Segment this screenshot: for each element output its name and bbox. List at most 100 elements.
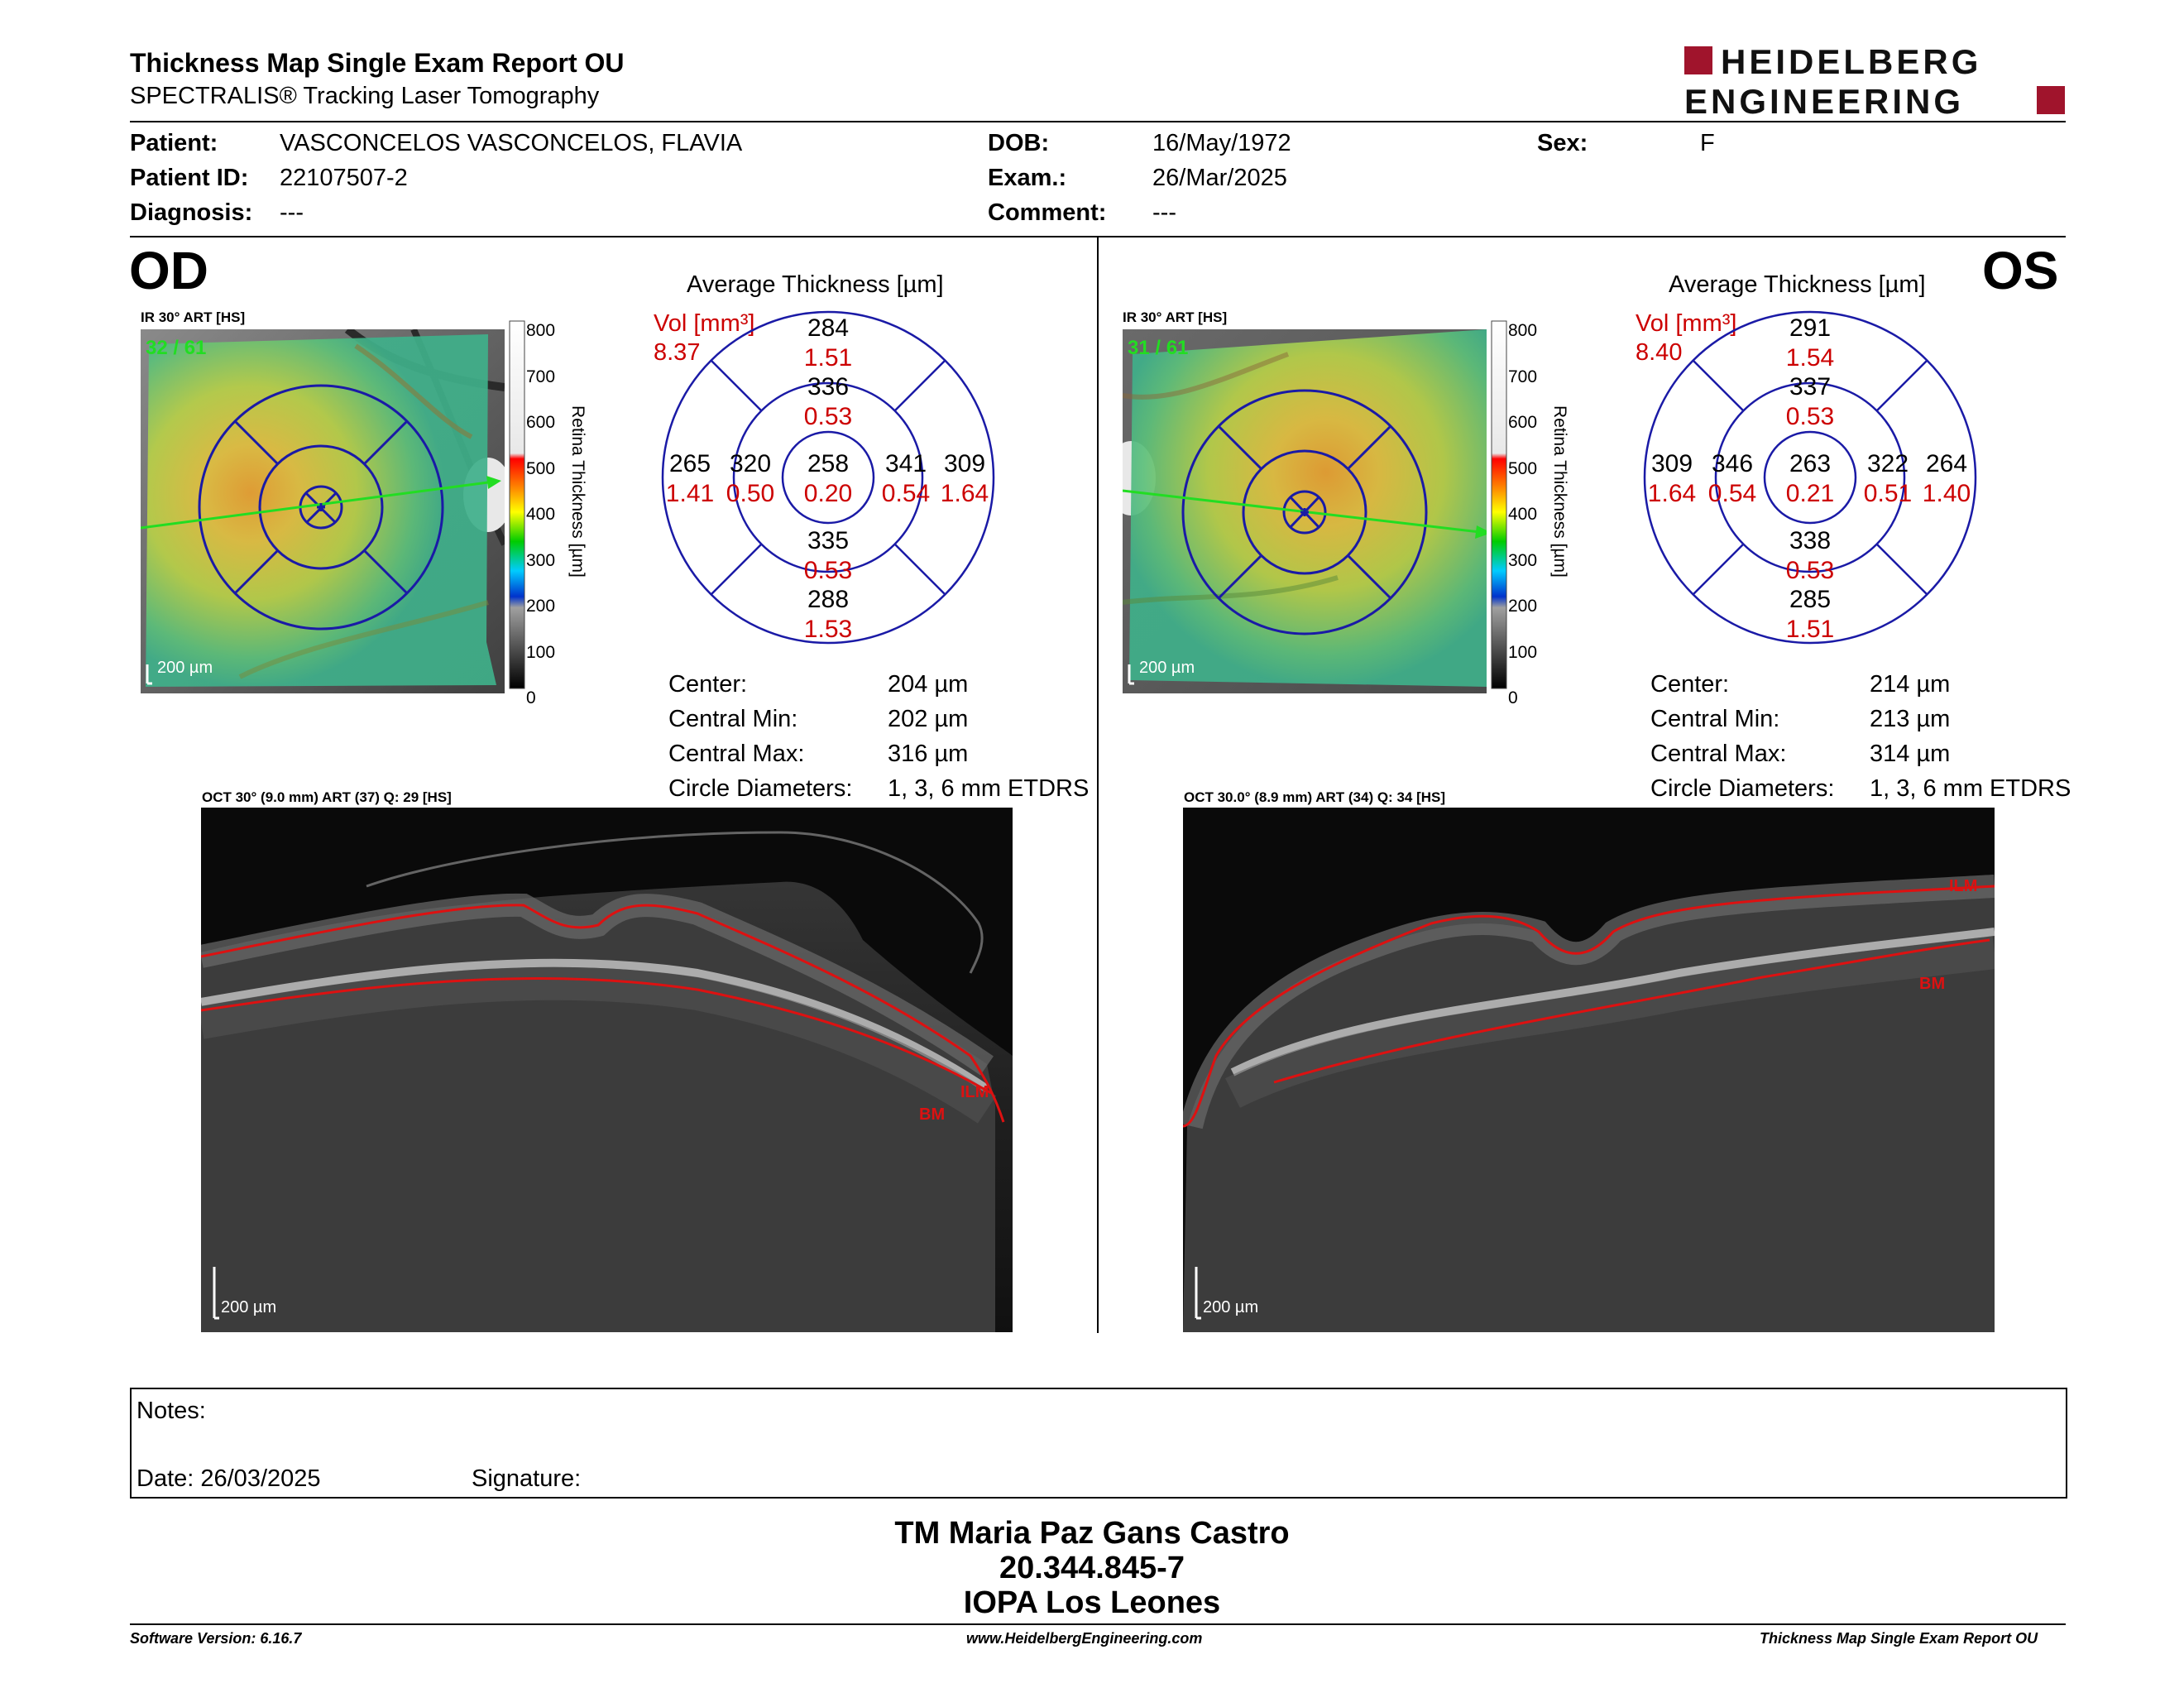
diagnosis-label: Diagnosis: bbox=[130, 199, 253, 226]
colorbar-tick: 0 bbox=[526, 688, 536, 707]
os-min-label: Central Min: bbox=[1650, 706, 1780, 732]
od-frame-counter: 32 / 61 bbox=[146, 337, 206, 359]
od-scale-label: 200 µm bbox=[157, 659, 213, 677]
divider bbox=[130, 236, 2066, 237]
os-oct-bscan: ILM BM 200 µm bbox=[1180, 808, 1997, 1332]
os-center-label: Center: bbox=[1650, 671, 1730, 698]
signatory-rut: 20.344.845-7 bbox=[999, 1551, 1185, 1585]
os-sector-outer-left: 309 1.64 bbox=[1647, 450, 1697, 507]
logo-line2: ENGINEERING bbox=[1684, 82, 1964, 117]
patient-id: 22107507-2 bbox=[280, 165, 408, 191]
patient-label: Patient: bbox=[130, 130, 218, 156]
footer-report-title: Thickness Map Single Exam Report OU bbox=[1760, 1630, 2038, 1647]
od-max-label: Central Max: bbox=[668, 741, 805, 767]
od-diam-label: Circle Diameters: bbox=[668, 775, 853, 802]
od-sector-outer-superior: 284 1.51 bbox=[803, 314, 853, 372]
od-stats-values: 204 µm 202 µm 316 µm 1, 3, 6 mm ETDRS bbox=[888, 667, 1089, 806]
od-vol-label: Vol [mm³] bbox=[654, 310, 755, 337]
colorbar-label: Retina Thickness [µm] bbox=[1550, 405, 1569, 578]
patient-id-label: Patient ID: bbox=[130, 165, 249, 191]
od-oct-scale: 200 µm bbox=[221, 1298, 276, 1316]
os-frame-counter: 31 / 61 bbox=[1128, 337, 1188, 359]
od-sector-outer-right: 309 1.64 bbox=[940, 450, 989, 507]
od-thickness-map: 32 / 61 200 µm bbox=[140, 326, 513, 693]
od-center-value: 204 µm bbox=[888, 671, 969, 698]
od-colorbar bbox=[508, 318, 599, 698]
od-stats-labels: Center: Central Min: Central Max: Circle… bbox=[668, 667, 852, 806]
eye-label-od: OD bbox=[129, 241, 208, 300]
website-link[interactable]: www.HeidelbergEngineering.com bbox=[966, 1630, 1203, 1647]
os-max-value: 314 µm bbox=[1870, 741, 1951, 767]
divider bbox=[130, 121, 2066, 122]
os-sector-outer-superior: 291 1.54 bbox=[1785, 314, 1835, 372]
os-sector-inner-inferior: 338 0.53 bbox=[1785, 527, 1835, 584]
colorbar-tick: 500 bbox=[1508, 458, 1538, 478]
od-min-value: 202 µm bbox=[888, 706, 969, 732]
report-subtitle: SPECTRALIS® Tracking Laser Tomography bbox=[130, 83, 600, 109]
od-oct-bscan: ILM BM 200 µm bbox=[198, 808, 1013, 1332]
exam-label: Exam.: bbox=[988, 165, 1067, 191]
patient-name: VASCONCELOS VASCONCELOS, FLAVIA bbox=[280, 130, 743, 156]
os-oct-label: OCT 30.0° (8.9 mm) ART (34) Q: 34 [HS] bbox=[1184, 789, 1446, 805]
os-max-label: Central Max: bbox=[1650, 741, 1787, 767]
colorbar-tick: 600 bbox=[526, 413, 556, 432]
od-bm-label: BM bbox=[919, 1105, 945, 1124]
os-average-title: Average Thickness [µm] bbox=[1669, 271, 1926, 298]
colorbar-tick: 400 bbox=[1508, 505, 1538, 524]
exam-value: 26/Mar/2025 bbox=[1152, 165, 1287, 191]
sex-value: F bbox=[1700, 130, 1715, 156]
os-sector-inner-left: 346 0.54 bbox=[1707, 450, 1757, 507]
logo-line1: HEIDELBERG bbox=[1721, 43, 1981, 81]
os-fundus-label: IR 30° ART [HS] bbox=[1123, 309, 1228, 325]
dob-value: 16/May/1972 bbox=[1152, 130, 1291, 156]
os-sector-outer-inferior: 285 1.51 bbox=[1785, 586, 1835, 643]
os-ilm-label: ILM bbox=[1949, 877, 1977, 895]
signatory-name: TM Maria Paz Gans Castro bbox=[894, 1516, 1290, 1551]
od-sector-center: 258 0.20 bbox=[803, 450, 853, 507]
os-colorbar bbox=[1490, 318, 1581, 698]
signatory-block: TM Maria Paz Gans Castro 20.344.845-7 IO… bbox=[761, 1516, 1423, 1620]
colorbar-tick: 800 bbox=[526, 321, 556, 340]
os-sector-center: 263 0.21 bbox=[1785, 450, 1835, 507]
signatory-institution: IOPA Los Leones bbox=[963, 1585, 1221, 1620]
od-fundus-label: IR 30° ART [HS] bbox=[141, 309, 246, 325]
software-version: Software Version: 6.16.7 bbox=[130, 1630, 302, 1647]
colorbar-tick: 300 bbox=[526, 550, 556, 570]
os-thickness-map: 31 / 61 200 µm bbox=[1106, 329, 1492, 693]
sex-label: Sex: bbox=[1537, 130, 1588, 156]
colorbar-tick: 300 bbox=[1508, 550, 1538, 570]
os-etdrs-grid bbox=[1640, 308, 1980, 647]
od-diam-value: 1, 3, 6 mm ETDRS bbox=[888, 775, 1090, 802]
colorbar-tick: 400 bbox=[526, 505, 556, 524]
os-scale-label: 200 µm bbox=[1139, 659, 1195, 677]
colorbar-tick: 700 bbox=[526, 367, 556, 386]
report-title: Thickness Map Single Exam Report OU bbox=[130, 48, 625, 78]
comment-label: Comment: bbox=[988, 199, 1107, 226]
os-stats-values: 214 µm 213 µm 314 µm 1, 3, 6 mm ETDRS bbox=[1870, 667, 2071, 806]
od-max-value: 316 µm bbox=[888, 741, 969, 767]
divider bbox=[130, 1623, 2066, 1625]
os-diam-value: 1, 3, 6 mm ETDRS bbox=[1870, 775, 2071, 802]
od-vol-value: 8.37 bbox=[654, 339, 701, 366]
center-divider bbox=[1097, 237, 1099, 1333]
colorbar-tick: 700 bbox=[1508, 367, 1538, 386]
colorbar-tick: 600 bbox=[1508, 413, 1538, 432]
os-center-value: 214 µm bbox=[1870, 671, 1951, 698]
diagnosis-value: --- bbox=[280, 199, 304, 226]
os-sector-inner-right: 322 0.51 bbox=[1863, 450, 1913, 507]
colorbar-tick: 0 bbox=[1508, 688, 1518, 707]
od-sector-inner-left: 320 0.50 bbox=[726, 450, 775, 507]
os-vol-label: Vol [mm³] bbox=[1636, 310, 1737, 337]
os-oct-scale: 200 µm bbox=[1203, 1298, 1258, 1316]
os-stats-labels: Center: Central Min: Central Max: Circle… bbox=[1650, 667, 1834, 806]
od-oct-label: OCT 30° (9.0 mm) ART (37) Q: 29 [HS] bbox=[202, 789, 452, 805]
colorbar-tick: 200 bbox=[1508, 597, 1538, 616]
colorbar-tick: 800 bbox=[1508, 321, 1538, 340]
notes-box[interactable]: Notes: Date: 26/03/2025 Signature: bbox=[130, 1388, 2067, 1499]
os-min-value: 213 µm bbox=[1870, 706, 1951, 732]
od-sector-outer-inferior: 288 1.53 bbox=[803, 586, 853, 643]
os-sector-inner-superior: 337 0.53 bbox=[1785, 373, 1835, 430]
colorbar-tick: 100 bbox=[526, 642, 556, 662]
od-min-label: Central Min: bbox=[668, 706, 798, 732]
os-bm-label: BM bbox=[1919, 975, 1945, 993]
